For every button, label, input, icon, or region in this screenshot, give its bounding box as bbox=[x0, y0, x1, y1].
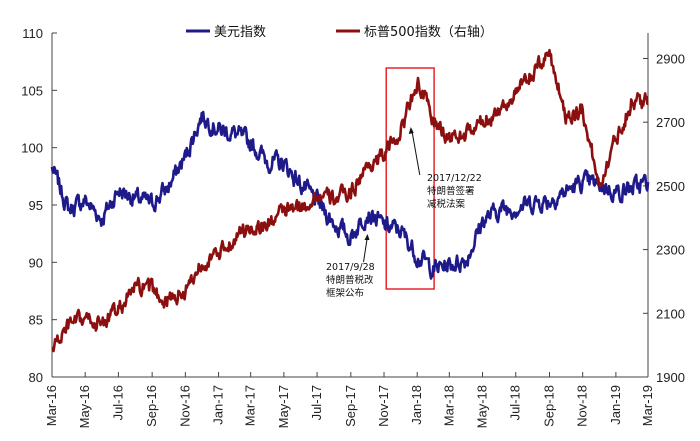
x-tick-label: Sep-18 bbox=[541, 385, 556, 427]
axes: 80 85 90 95 100 105 110 1900 2100 2300 2500 2700 290… bbox=[21, 26, 685, 428]
y-right-tick-label: 2300 bbox=[656, 243, 685, 258]
x-tick-label: May-16 bbox=[77, 385, 92, 428]
y-left-tick-label: 95 bbox=[29, 198, 43, 213]
x-tick-label: Nov-17 bbox=[376, 385, 391, 427]
x-tick-label: Sep-16 bbox=[144, 385, 159, 427]
x-tick-label: Jul-16 bbox=[110, 385, 125, 420]
legend-label: 美元指数 bbox=[214, 25, 266, 40]
y-left-tick-label: 100 bbox=[21, 141, 43, 156]
annotation-text: 框架公布 bbox=[326, 287, 364, 299]
y-right-tick-label: 2500 bbox=[656, 179, 685, 194]
x-tick-label: Jul-17 bbox=[309, 385, 324, 420]
series-line-usd-index bbox=[50, 110, 650, 280]
y-left-tick-label: 80 bbox=[29, 370, 43, 385]
highlight-rect bbox=[385, 67, 435, 290]
annotation-text: 特朗普税改 bbox=[326, 274, 374, 286]
x-tick-label: Sep-17 bbox=[343, 385, 358, 427]
legend: 美元指数 标普500指数（右轴） bbox=[186, 25, 493, 40]
y-right-tick-label: 2900 bbox=[656, 51, 685, 66]
x-tick-label: Mar-18 bbox=[441, 385, 456, 426]
annotation-text: 2017/9/28 bbox=[326, 262, 375, 273]
y-right-tick-label: 2100 bbox=[656, 306, 685, 321]
annotation-arrowhead bbox=[364, 234, 370, 240]
x-tick-label: Nov-16 bbox=[177, 385, 192, 427]
x-tick-label: May-17 bbox=[276, 385, 291, 428]
x-tick-label: Mar-19 bbox=[640, 385, 655, 426]
legend-label: 标普500指数（右轴） bbox=[364, 25, 493, 40]
y-left-tick-label: 85 bbox=[29, 313, 43, 328]
annotation-arrow bbox=[363, 235, 369, 263]
series-line-sp500 bbox=[51, 48, 649, 353]
x-tick-label: Jul-18 bbox=[508, 385, 523, 420]
y-left-tick-label: 105 bbox=[21, 83, 43, 98]
x-tick-label: May-18 bbox=[475, 385, 490, 428]
x-tick-label: Mar-17 bbox=[243, 385, 258, 426]
annotation-text: 特朗普签署 bbox=[427, 185, 475, 197]
y-right-tick-label: 2700 bbox=[656, 115, 685, 130]
x-tick-label: Jan-18 bbox=[409, 385, 424, 425]
x-tick-label: Nov-18 bbox=[575, 385, 590, 427]
x-tick-label: Jan-17 bbox=[211, 385, 226, 425]
x-tick-label: Mar-16 bbox=[44, 385, 59, 426]
y-right-tick-label: 1900 bbox=[656, 370, 685, 385]
y-left-tick-label: 90 bbox=[29, 255, 43, 270]
annotation-text: 2017/12/22 bbox=[427, 173, 482, 184]
x-tick-label: Jan-19 bbox=[608, 385, 623, 425]
series-lines bbox=[50, 48, 650, 353]
y-left-tick-label: 110 bbox=[22, 26, 43, 41]
annotation-text: 减税法案 bbox=[427, 198, 466, 210]
highlight-box bbox=[385, 67, 435, 290]
annotation-arrow bbox=[411, 129, 421, 176]
annotation-arrowhead bbox=[408, 127, 414, 134]
